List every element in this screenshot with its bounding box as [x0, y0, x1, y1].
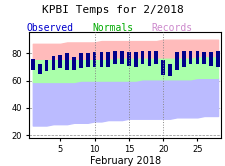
Text: Observed: Observed	[26, 23, 73, 33]
Bar	[113, 51, 117, 64]
Bar	[86, 53, 89, 67]
Bar	[31, 59, 35, 70]
Text: Normals: Normals	[92, 23, 133, 33]
Bar	[188, 51, 192, 64]
Bar	[92, 52, 96, 67]
Bar	[147, 51, 151, 66]
Bar	[72, 57, 76, 70]
Bar	[79, 53, 82, 68]
Bar	[45, 60, 48, 71]
Bar	[195, 51, 198, 64]
Text: Records: Records	[151, 23, 191, 33]
Text: KPBI Temps for 2/2018: KPBI Temps for 2/2018	[42, 5, 183, 15]
Bar	[38, 64, 41, 74]
Bar	[58, 55, 62, 68]
Bar	[161, 60, 164, 75]
Bar	[167, 64, 171, 77]
Bar	[65, 53, 69, 70]
Bar	[126, 52, 130, 66]
Bar	[51, 56, 55, 70]
Bar	[202, 52, 205, 64]
Bar	[140, 51, 144, 64]
Bar	[154, 51, 158, 64]
Bar	[133, 52, 137, 67]
Bar	[208, 52, 212, 66]
Bar	[181, 51, 185, 67]
Bar	[174, 52, 178, 70]
Bar	[106, 52, 110, 67]
Bar	[215, 51, 219, 67]
X-axis label: February 2018: February 2018	[90, 156, 160, 166]
Bar	[99, 52, 103, 67]
Bar	[119, 51, 123, 64]
